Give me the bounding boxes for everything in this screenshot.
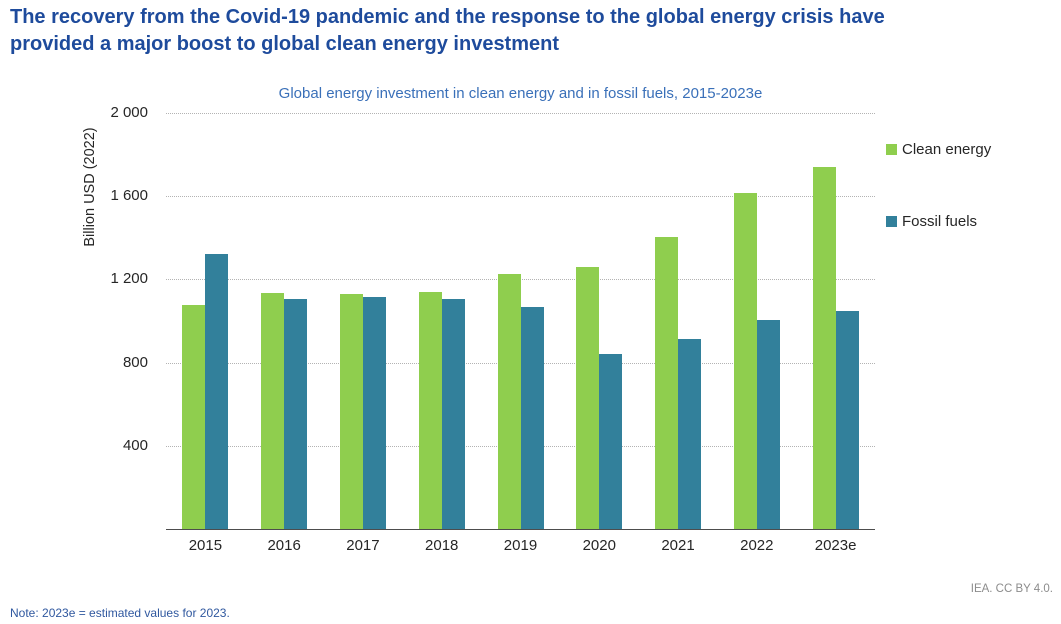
bar-fossil-fuels-2018 [441, 299, 465, 529]
bar-clean-energy-2023e [812, 167, 836, 529]
bar-fossil-fuels-2021 [678, 338, 702, 529]
x-tick-label-2019: 2019 [503, 537, 538, 554]
fossil-fuels-swatch-icon [886, 216, 897, 227]
x-tick-label-2023e: 2023e [814, 537, 857, 554]
bar-clean-energy-2018 [418, 291, 442, 529]
gridline-2000 [166, 113, 875, 114]
x-tick-label-2017: 2017 [346, 537, 380, 554]
x-tick-label-2015: 2015 [188, 537, 223, 554]
bar-fossil-fuels-2017 [362, 297, 386, 529]
bar-clean-energy-2020 [576, 266, 600, 529]
legend-label-clean-energy: Clean energy [902, 141, 992, 158]
bar-clean-energy-2022 [733, 193, 757, 529]
y-tick-label-400: 400 [122, 436, 148, 454]
page-title-line-2: provided a major boost to global clean e… [10, 33, 560, 55]
legend-item-fossil-fuels: Fossil fuels [886, 213, 977, 230]
clean-energy-swatch-icon [886, 144, 897, 155]
y-tick-label-2000: 2 000 [110, 104, 148, 121]
x-tick-label-2016: 2016 [267, 537, 301, 554]
bar-clean-energy-2019 [497, 274, 521, 529]
x-tick-label-2020: 2020 [582, 537, 616, 554]
bar-clean-energy-2016 [261, 292, 285, 529]
page-title-line-1: The recovery from the Covid-19 pandemic … [10, 6, 885, 28]
bar-fossil-fuels-2023e [835, 310, 859, 529]
legend-label-fossil-fuels: Fossil fuels [902, 213, 978, 230]
y-tick-label-1200: 1 200 [110, 270, 148, 288]
note: Note: 2023e = estimated values for 2023. [10, 606, 230, 620]
bar-fossil-fuels-2020 [599, 354, 623, 529]
bar-fossil-fuels-2019 [520, 307, 544, 529]
bar-clean-energy-2017 [339, 293, 363, 529]
y-tick-label-1600: 1 600 [110, 187, 148, 205]
x-tick-label-2022: 2022 [740, 537, 774, 554]
bar-clean-energy-2021 [655, 236, 679, 529]
plot-area [166, 113, 875, 530]
x-tick-label-2021: 2021 [661, 537, 695, 554]
gridline-1200 [166, 279, 875, 281]
bar-fossil-fuels-2016 [284, 299, 308, 529]
x-tick-label-2018: 2018 [425, 537, 459, 554]
page-title: The recovery from the Covid-19 pandemic … [10, 4, 1050, 58]
bar-fossil-fuels-2022 [756, 319, 780, 529]
legend-item-clean-energy: Clean energy [886, 141, 991, 158]
gridline-1600 [166, 196, 875, 198]
bar-fossil-fuels-2015 [205, 254, 229, 529]
attribution: IEA. CC BY 4.0. [970, 583, 1053, 595]
y-tick-label-800: 800 [122, 353, 148, 371]
chart-title: Global energy investment in clean energy… [278, 85, 763, 102]
bar-clean-energy-2015 [182, 305, 206, 529]
